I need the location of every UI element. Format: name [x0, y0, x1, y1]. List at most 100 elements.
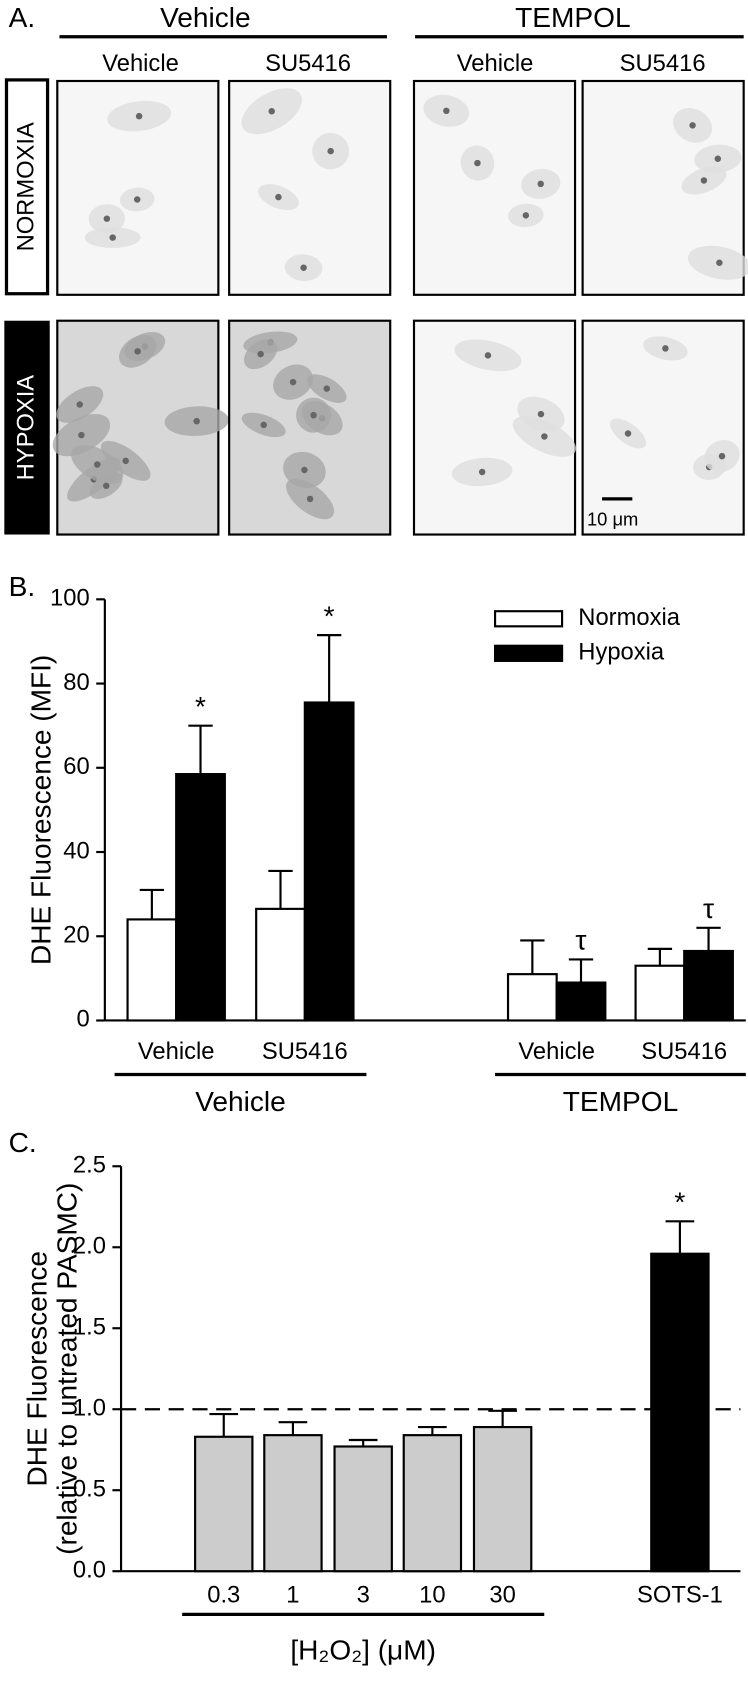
nucleus — [76, 401, 83, 408]
nucleus — [716, 259, 723, 266]
nucleus — [478, 468, 486, 476]
y-tick-label: 0 — [76, 1006, 89, 1033]
nucleus — [193, 417, 200, 425]
nucleus — [103, 215, 111, 222]
group-label: Vehicle — [195, 1086, 286, 1117]
group-label: TEMPOL — [515, 2, 631, 33]
legend-label: Hypoxia — [578, 639, 665, 666]
y-axis-label: DHE Fluorescence (MFI) — [26, 655, 57, 965]
nucleus — [122, 457, 129, 465]
bar — [634, 964, 686, 1022]
significance-marker: τ — [703, 893, 714, 924]
x-tick-label: 10 — [419, 1581, 445, 1608]
y-tick-label: 20 — [63, 922, 89, 949]
group-label: Vehicle — [160, 2, 251, 33]
bar — [683, 949, 734, 1022]
nucleus — [109, 234, 116, 241]
nucleus — [541, 433, 548, 440]
nucleus — [135, 112, 143, 120]
nucleus — [537, 410, 545, 418]
bar — [194, 1435, 254, 1573]
nucleus — [306, 495, 314, 503]
y-tick-label: 100 — [50, 585, 90, 612]
nucleus — [260, 421, 267, 429]
nucleus — [443, 107, 450, 115]
panel-label: C. — [9, 1127, 37, 1158]
row-label: NORMOXIA — [12, 122, 39, 251]
y-tick-label: 1.5 — [73, 1314, 106, 1341]
micrographs — [52, 79, 748, 536]
y-tick-label: 0.0 — [73, 1557, 106, 1584]
x-tick-label: 0.3 — [207, 1581, 240, 1608]
nucleus — [134, 348, 141, 355]
nucleus — [484, 352, 492, 359]
bar — [175, 773, 226, 1022]
scale-bar-label: 10 μm — [587, 508, 638, 529]
x-tick-label: SOTS-1 — [637, 1581, 723, 1608]
significance-marker: * — [324, 600, 335, 631]
bar — [555, 981, 607, 1022]
column-label: SU5416 — [620, 50, 706, 77]
nucleus — [310, 411, 317, 419]
bar — [472, 1425, 533, 1573]
y-tick-label: 40 — [63, 837, 89, 864]
nucleus — [714, 155, 722, 162]
panel-label: A. — [9, 2, 36, 33]
significance-marker: * — [195, 691, 206, 722]
nucleus — [94, 461, 101, 468]
y-axis-label: (relative to untreated PASMC) — [52, 1183, 83, 1555]
nucleus — [257, 350, 264, 358]
x-tick-label: 3 — [357, 1581, 370, 1608]
nucleus — [689, 122, 696, 129]
bar — [126, 918, 178, 1022]
legend-swatch — [493, 610, 564, 628]
nucleus — [662, 345, 669, 352]
row-label-box — [4, 320, 50, 535]
y-tick-label: 2.5 — [73, 1152, 106, 1179]
nucleus — [718, 452, 726, 460]
x-tick-label: 1 — [286, 1581, 299, 1608]
nucleus — [522, 212, 530, 219]
y-tick-label: 2.0 — [73, 1233, 106, 1260]
bar — [402, 1434, 463, 1573]
panel-label: B. — [9, 571, 36, 602]
significance-marker: τ — [575, 925, 586, 956]
x-tick-label: Vehicle — [518, 1038, 595, 1065]
bar — [506, 973, 558, 1022]
column-label: Vehicle — [457, 50, 534, 77]
nucleus — [327, 147, 334, 155]
column-label: SU5416 — [265, 50, 351, 77]
nucleus — [323, 385, 331, 392]
nucleus — [474, 159, 481, 167]
nucleus — [300, 264, 307, 271]
column-label: Vehicle — [102, 50, 179, 77]
y-tick-label: 80 — [63, 669, 89, 696]
row-label: HYPOXIA — [12, 375, 39, 481]
nucleus — [301, 466, 308, 474]
x-tick-label: Vehicle — [138, 1038, 215, 1065]
bar — [255, 907, 306, 1022]
row-label-box — [4, 78, 50, 296]
legend-swatch — [493, 644, 564, 662]
nucleus — [78, 431, 85, 439]
nucleus — [268, 107, 275, 115]
nucleus — [102, 482, 110, 490]
y-tick-label: 60 — [63, 753, 89, 780]
bar — [263, 1434, 323, 1573]
y-tick-label: 1.0 — [73, 1395, 106, 1422]
nucleus — [700, 177, 708, 184]
nucleus — [289, 378, 297, 386]
nucleus — [537, 180, 544, 188]
bar — [650, 1252, 710, 1573]
legend-label: Normoxia — [578, 604, 680, 631]
nucleus — [275, 193, 282, 201]
nucleus — [624, 430, 632, 437]
significance-marker: * — [674, 1186, 685, 1217]
bar — [303, 701, 355, 1022]
group-label: [H₂O₂] (μM) — [290, 1635, 436, 1666]
x-tick-label: 30 — [489, 1581, 515, 1608]
x-tick-label: SU5416 — [262, 1038, 348, 1065]
nucleus — [133, 196, 141, 203]
